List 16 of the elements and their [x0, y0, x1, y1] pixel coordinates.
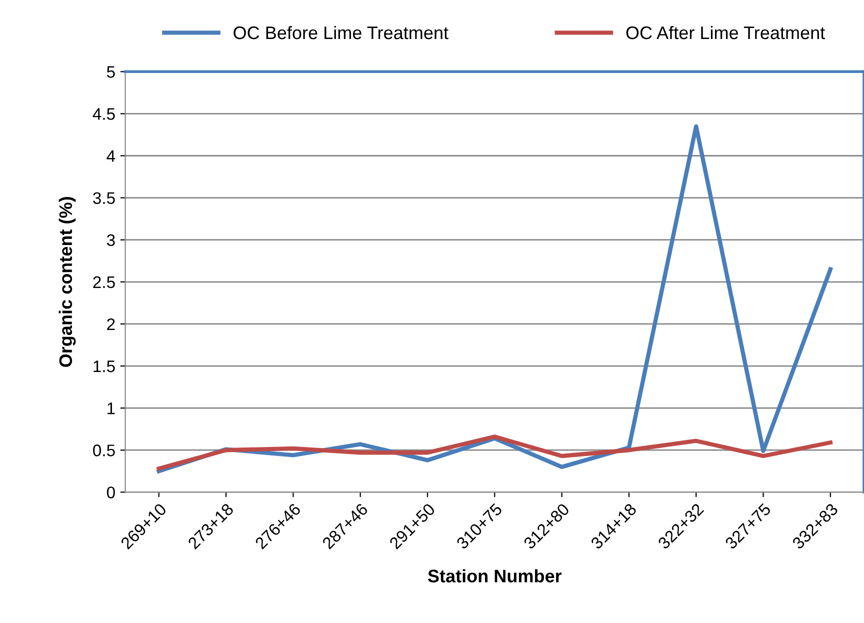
y-tick-label: 4: [106, 150, 116, 162]
y-tick-label: 3.5: [93, 192, 115, 204]
y-tick-label: 5: [106, 66, 115, 78]
y-tick-label: 1.5: [94, 360, 115, 372]
y-tick-label: 0.5: [93, 444, 115, 456]
line-series: [156, 434, 833, 471]
legend-label: OC After Lime Treatment: [626, 26, 826, 40]
y-axis-title: Organic content (%): [58, 197, 76, 367]
y-tick-label: 2.5: [93, 276, 115, 288]
legend-label: OC Before Lime Treatment: [234, 26, 448, 40]
y-tick-label: 2: [107, 318, 115, 330]
y-tick-label: 0: [106, 486, 115, 498]
y-tick-label: 3: [106, 234, 115, 246]
x-axis-title: Station Number: [428, 569, 562, 582]
y-tick-label: 1: [108, 402, 115, 414]
y-tick-label: 4.5: [92, 108, 115, 120]
